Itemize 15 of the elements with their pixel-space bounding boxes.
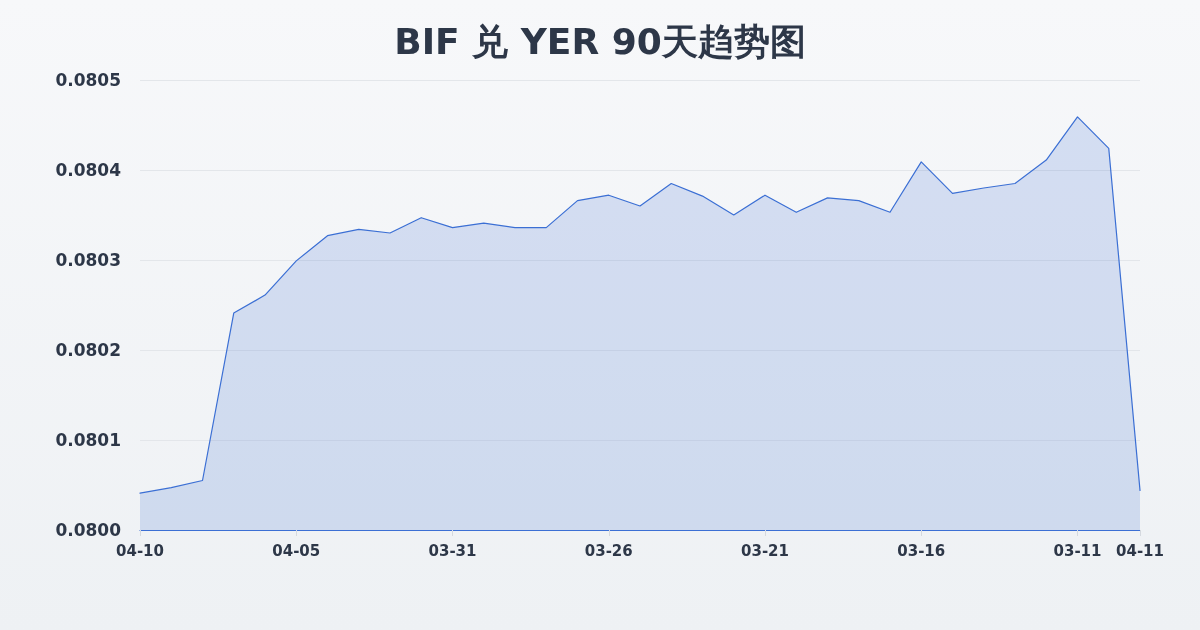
x-tick-label: 04-10 xyxy=(116,541,164,560)
y-tick-label: 0.0800 xyxy=(55,520,122,540)
x-tick-label: 04-05 xyxy=(272,541,321,560)
x-tick-label: 03-26 xyxy=(584,541,633,560)
x-tick-label: 03-21 xyxy=(741,541,789,560)
y-tick-label: 0.0801 xyxy=(55,430,121,450)
x-tick-label: 03-16 xyxy=(897,541,946,560)
y-tick-label: 0.0803 xyxy=(55,250,121,270)
y-tick-label: 0.0805 xyxy=(55,70,121,90)
x-tick-label: 03-31 xyxy=(428,541,477,560)
x-tick-label: 03-11 xyxy=(1053,541,1102,560)
x-tick-label: 04-11 xyxy=(1116,541,1164,560)
y-tick-label: 0.0802 xyxy=(55,340,121,360)
chart-title: BIF 兑 YER 90天趋势图 xyxy=(394,20,806,62)
y-tick-label: 0.0804 xyxy=(55,160,122,180)
